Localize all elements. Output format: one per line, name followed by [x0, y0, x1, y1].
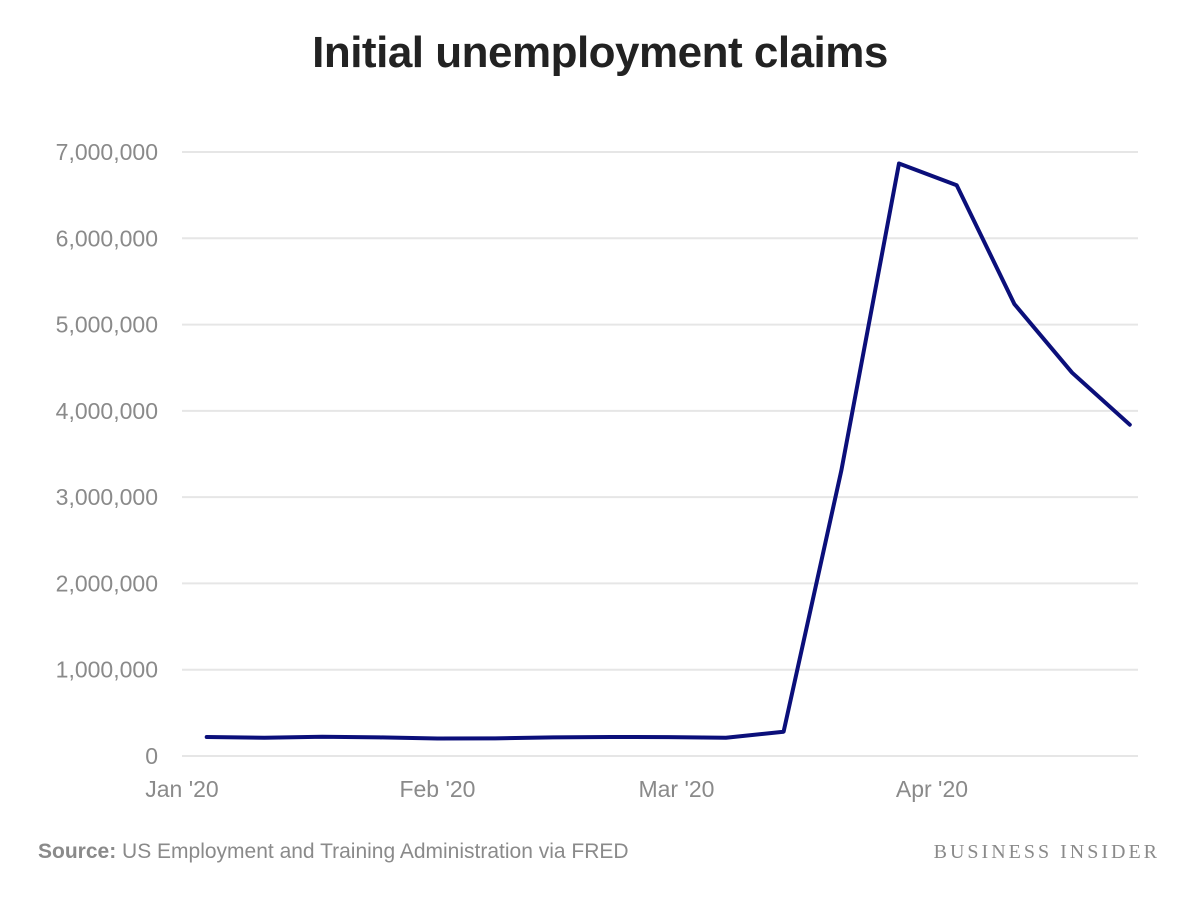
brand-logo: BUSINESS INSIDER: [933, 841, 1160, 863]
y-tick-label: 1,000,000: [56, 657, 158, 683]
y-tick-label: 2,000,000: [56, 570, 158, 596]
x-axis: Jan '20 Feb '20 Mar '20 Apr '20: [145, 776, 968, 802]
source-label: Source:: [38, 840, 117, 863]
line-chart: 0 1,000,000 2,000,000 3,000,000 4,000,000 5,0…: [56, 139, 1138, 802]
y-tick-label: 3,000,000: [56, 484, 158, 510]
x-tick-label: Mar '20: [638, 776, 714, 802]
gridlines: [182, 151, 1138, 757]
y-tick-label: 5,000,000: [56, 312, 158, 338]
y-tick-label: 0: [145, 743, 158, 769]
chart-title: Initial unemployment claims: [312, 28, 888, 77]
y-tick-label: 4,000,000: [56, 398, 158, 424]
x-tick-label: Jan '20: [145, 776, 218, 802]
x-tick-label: Feb '20: [399, 776, 475, 802]
y-tick-label: 6,000,000: [56, 225, 158, 251]
y-tick-label: 7,000,000: [56, 139, 158, 165]
source-text: US Employment and Training Administratio…: [116, 840, 629, 863]
source-note: Source: US Employment and Training Admin…: [38, 840, 629, 864]
y-axis: 0 1,000,000 2,000,000 3,000,000 4,000,000 5,0…: [56, 139, 158, 769]
series-line: [204, 161, 1132, 741]
x-tick-label: Apr '20: [896, 776, 968, 802]
series-group: [204, 161, 1132, 741]
